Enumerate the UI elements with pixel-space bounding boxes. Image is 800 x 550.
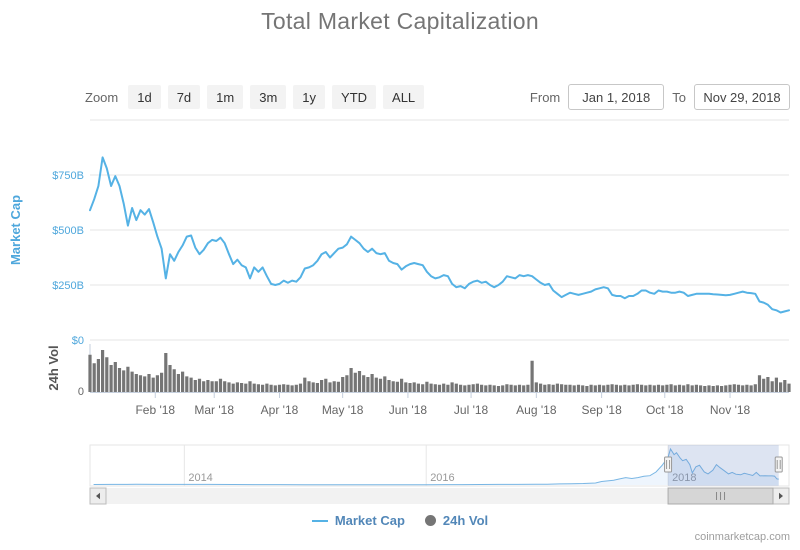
plot-area[interactable] bbox=[90, 120, 789, 392]
zoom-button-ytd[interactable]: YTD bbox=[332, 85, 377, 109]
y-axis-label: $250B bbox=[52, 280, 84, 292]
watermark: coinmarketcap.com bbox=[694, 531, 790, 543]
navigator-handle-right[interactable] bbox=[774, 456, 783, 473]
x-axis-label: Aug '18 bbox=[516, 403, 557, 417]
x-axis-label: Jul '18 bbox=[454, 403, 489, 417]
x-axis-label: Feb '18 bbox=[135, 403, 175, 417]
navigator-handle-left[interactable] bbox=[664, 456, 673, 473]
navigator-area bbox=[93, 449, 779, 485]
from-date-input[interactable] bbox=[568, 84, 665, 110]
volume-axis-title: 24h Vol bbox=[46, 345, 61, 390]
market-cap-axis-title: Market Cap bbox=[8, 195, 23, 265]
legend-item-market-cap[interactable]: Market Cap bbox=[311, 513, 405, 528]
dot-marker-icon bbox=[424, 515, 436, 526]
y-axis-label: $0 bbox=[72, 335, 84, 347]
zoom-button-1d[interactable]: 1d bbox=[128, 85, 161, 109]
x-axis-label: May '18 bbox=[322, 403, 364, 417]
zoom-label: Zoom bbox=[85, 89, 119, 105]
legend-label-volume: 24h Vol bbox=[442, 513, 489, 528]
page-title: Total Market Capitalization bbox=[261, 8, 539, 34]
scrollbar-track[interactable] bbox=[90, 488, 789, 504]
x-axis-label: Oct '18 bbox=[646, 403, 684, 417]
toolbar: Zoom 1d 7d 1m 3m 1y YTD ALL From To bbox=[85, 84, 790, 110]
line-marker-icon bbox=[311, 519, 328, 522]
x-axis-label: Mar '18 bbox=[194, 403, 234, 417]
x-axis-label: Jun '18 bbox=[389, 403, 428, 417]
date-range-controls: From To bbox=[522, 84, 790, 110]
y-axis-label: $750B bbox=[52, 170, 84, 182]
right-arrow-icon bbox=[779, 492, 783, 500]
x-axis-label: Apr '18 bbox=[261, 403, 299, 417]
legend-item-volume[interactable]: 24h Vol bbox=[424, 513, 489, 528]
navigator-series bbox=[93, 447, 779, 486]
market-cap-line bbox=[89, 156, 790, 314]
x-axis-label: Sep '18 bbox=[581, 403, 622, 417]
volume-y-axis-label: 0 bbox=[78, 386, 84, 398]
zoom-button-7d[interactable]: 7d bbox=[167, 85, 201, 109]
zoom-button-3m[interactable]: 3m bbox=[250, 85, 287, 109]
to-date-input[interactable] bbox=[694, 84, 790, 110]
navigator-year-label: 2014 bbox=[188, 472, 212, 484]
navigator-year-label: 2018 bbox=[672, 472, 696, 484]
from-label: From bbox=[529, 89, 561, 105]
zoom-button-1m[interactable]: 1m bbox=[207, 85, 244, 109]
navigator-selected-range[interactable] bbox=[668, 445, 779, 486]
legend-label-market-cap: Market Cap bbox=[334, 513, 405, 528]
navigator-year-label: 2016 bbox=[430, 472, 454, 484]
y-axis-label: $500B bbox=[52, 225, 84, 237]
x-axis-label: Nov '18 bbox=[710, 403, 751, 417]
to-label: To bbox=[672, 89, 686, 105]
volume-bars bbox=[88, 350, 791, 392]
zoom-button-all[interactable]: ALL bbox=[383, 85, 425, 109]
zoom-button-1y[interactable]: 1y bbox=[293, 85, 326, 109]
navigator-frame bbox=[89, 444, 790, 487]
left-arrow-icon bbox=[96, 492, 100, 500]
chart-legend: Market Cap 24h Vol bbox=[0, 513, 800, 528]
